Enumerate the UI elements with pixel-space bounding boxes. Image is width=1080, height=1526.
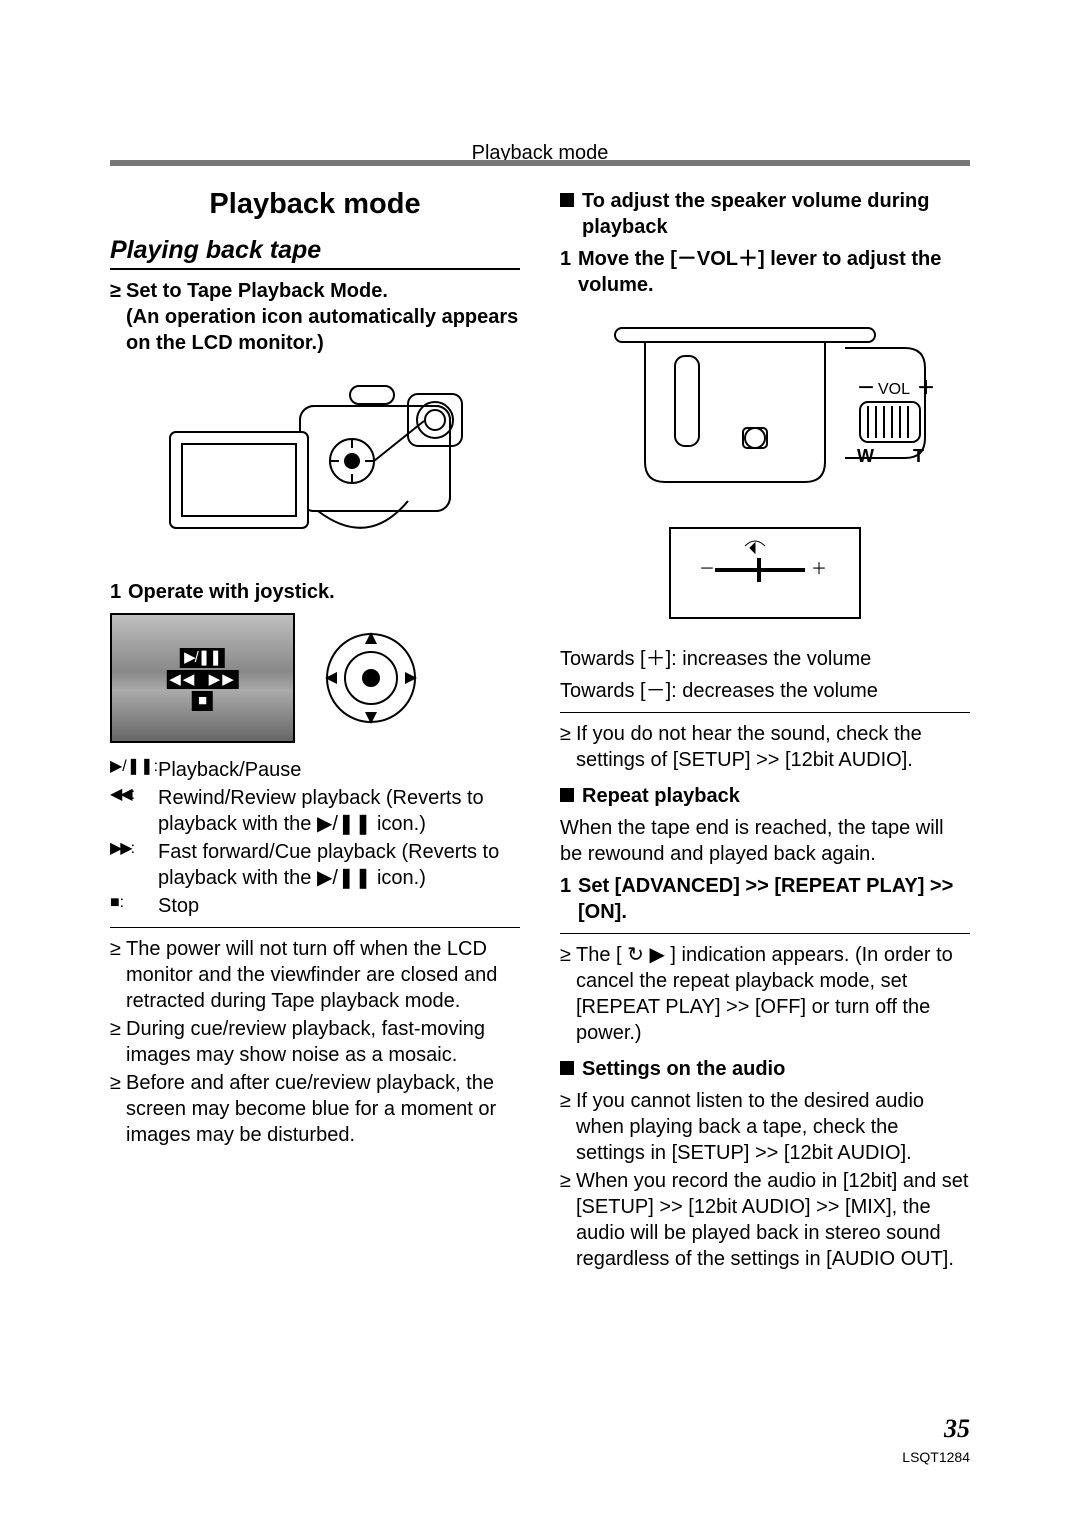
page-number: 35 <box>944 1412 970 1446</box>
stop-label: Stop <box>158 893 520 919</box>
volume-illustration: － VOL ＋ W T － ＋ <box>560 308 970 628</box>
ff-label: Fast forward/Cue playback (Reverts to pl… <box>158 839 520 891</box>
joystick-icon <box>319 626 424 731</box>
audio-note-2: When you record the audio in [12bit] and… <box>576 1168 970 1272</box>
svg-text:T: T <box>913 446 924 466</box>
step-1: 1 Operate with joystick. <box>110 579 520 605</box>
play-pause-label: Playback/Pause <box>158 757 520 783</box>
icon-legend: ▶/❚❚: Playback/Pause ◀◀: Rewind/Review p… <box>110 757 520 919</box>
note-2: During cue/review playback, fast-moving … <box>126 1016 520 1068</box>
right-column: To adjust the speaker volume during play… <box>560 140 970 1274</box>
set-mode-instruction: ≥ Set to Tape Playback Mode. (An operati… <box>110 278 520 356</box>
svg-text:＋: ＋ <box>811 561 827 578</box>
header-rule <box>110 160 970 166</box>
note-1: The power will not turn off when the LCD… <box>126 936 520 1014</box>
repeat-heading: Repeat playback <box>560 783 970 809</box>
towards-minus: Towards [－]: decreases the volume <box>560 678 970 704</box>
ff-icon: ▶▶: <box>110 839 158 891</box>
svg-text:＋: ＋ <box>917 378 935 398</box>
camera-illustration <box>110 366 520 561</box>
rewind-icon: ◀◀: <box>110 785 158 837</box>
playback-thumbnail: ▶/❚❚ ◀◀ ▶▶ ■ <box>110 613 295 743</box>
stop-icon: ■: <box>110 893 158 919</box>
audio-note-1: If you cannot listen to the desired audi… <box>576 1088 970 1166</box>
volume-step: 1 Move the [－VOL＋] lever to adjust the v… <box>560 246 970 298</box>
audio-heading: Settings on the audio <box>560 1056 970 1082</box>
svg-text:－: － <box>699 561 715 578</box>
svg-text:W: W <box>857 446 874 466</box>
document-id: LSQT1284 <box>902 1448 970 1466</box>
play-pause-icon: ▶/❚❚: <box>110 757 158 783</box>
repeat-desc: When the tape end is reached, the tape w… <box>560 815 970 867</box>
svg-text:VOL: VOL <box>878 381 910 398</box>
page-body: Playback mode Playing back tape ≥ Set to… <box>0 0 1080 1334</box>
repeat-step: 1 Set [ADVANCED] >> [REPEAT PLAY] >> [ON… <box>560 873 970 925</box>
left-column: Playback mode Playing back tape ≥ Set to… <box>110 140 520 1274</box>
towards-plus: Towards [＋]: increases the volume <box>560 646 970 672</box>
svg-text:－: － <box>857 378 875 398</box>
sound-check: If you do not hear the sound, check the … <box>576 721 970 773</box>
repeat-note: The [ ↻ ▶ ] indication appears. (In orde… <box>576 942 970 1046</box>
step-1-text: Operate with joystick. <box>128 579 335 605</box>
left-notes: ≥The power will not turn off when the LC… <box>110 936 520 1148</box>
note-3: Before and after cue/review playback, th… <box>126 1070 520 1148</box>
volume-heading: To adjust the speaker volume during play… <box>560 188 970 240</box>
thumbnail-row: ▶/❚❚ ◀◀ ▶▶ ■ <box>110 613 520 743</box>
rewind-label: Rewind/Review playback (Reverts to playb… <box>158 785 520 837</box>
camera-svg <box>150 366 480 561</box>
set-mode-text: Set to Tape Playback Mode. (An operation… <box>126 278 520 356</box>
page-title: Playback mode <box>110 186 520 224</box>
section-title: Playing back tape <box>110 234 520 271</box>
